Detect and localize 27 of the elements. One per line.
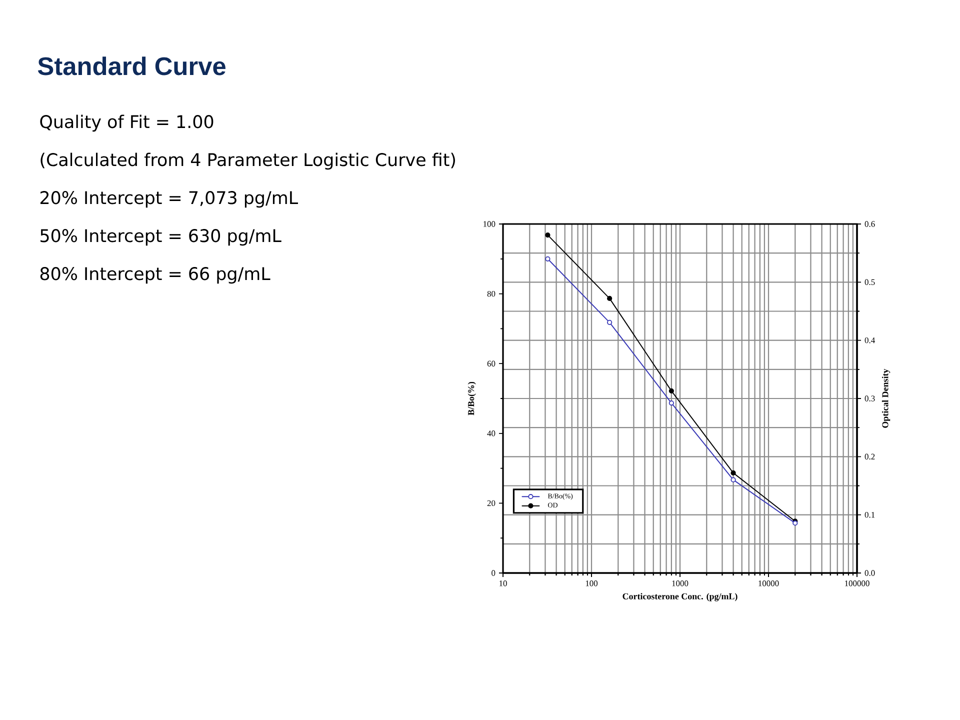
y-tick-label: 0	[492, 570, 496, 576]
y2-tick-label: 0.0	[864, 570, 875, 576]
text: 80% Intercept = 66 pg/mL	[40, 267, 270, 284]
x-axis-title: Corticosterone Conc. (pg/mL)	[622, 593, 738, 602]
y2-tick-label: 0.3	[864, 396, 875, 402]
y2-tick-label: 0.6	[864, 221, 875, 227]
x-tick-label: 10000	[758, 580, 779, 586]
x-tick-label: 100	[586, 580, 598, 586]
y-tick-label: 60	[487, 360, 496, 366]
text: 50% Intercept = 630 pg/mL	[40, 229, 282, 246]
y2-tick-label: 0.5	[864, 279, 875, 286]
y-tick-label: 20	[487, 500, 496, 506]
y2-axis-title: Optical Density	[882, 368, 890, 428]
text: (Calculated from 4 Parameter Logistic Curve fit)	[40, 152, 455, 170]
y2-tick-label: 0.1	[864, 512, 875, 518]
x-tick-label: 10	[500, 580, 507, 586]
y-tick-label: 100	[484, 221, 496, 227]
y2-tick-label: 0.4	[864, 337, 875, 344]
text: Standard Curve	[38, 56, 226, 76]
y-tick-label: 80	[487, 290, 496, 297]
x-tick-label: 1000	[672, 580, 688, 586]
text: Quality of Fit = 1.00	[40, 114, 214, 132]
x-tick-label: 100000	[845, 580, 870, 586]
y2-tick-label: 0.2	[864, 454, 875, 460]
y-axis-title: B/Bo(%)	[468, 382, 476, 416]
y-tick-label: 40	[487, 430, 496, 436]
text: 20% Intercept = 7,073 pg/mL	[40, 191, 298, 208]
